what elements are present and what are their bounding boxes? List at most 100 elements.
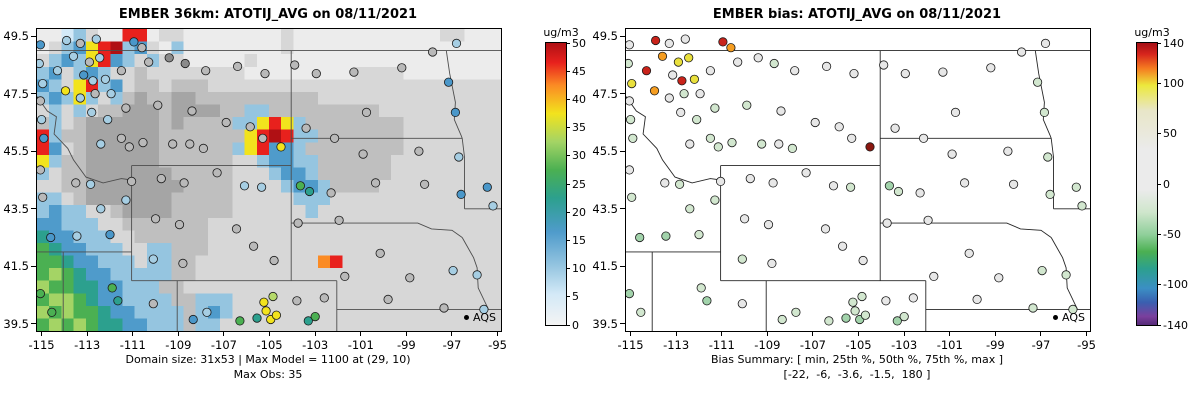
x-tick-mark bbox=[812, 331, 814, 336]
x-tick-label: -115 bbox=[617, 338, 644, 352]
colorbar-tick-label: 15 bbox=[572, 233, 586, 247]
y-tick-mark bbox=[620, 208, 625, 210]
x-tick-mark bbox=[630, 331, 632, 336]
y-tick-label: 49.5 bbox=[3, 29, 29, 44]
colorbar-tick-label: -140 bbox=[1163, 318, 1188, 332]
colorbar-tick-label: 25 bbox=[572, 177, 586, 191]
x-tick-mark bbox=[314, 331, 316, 336]
y-tick-mark bbox=[31, 323, 36, 325]
y-tick-mark bbox=[31, 35, 36, 37]
colorbar-tick-label: 20 bbox=[572, 205, 586, 219]
colorbar-tick-label: 30 bbox=[572, 149, 586, 163]
bias-map-plot-area: AQS -115 -113 -111 -109 -107 -105 -103 -101 -99 -… bbox=[592, 28, 1096, 352]
colorbar-tick-mark bbox=[566, 98, 570, 100]
x-tick-mark bbox=[949, 331, 951, 336]
aqs-legend-dot-icon bbox=[464, 315, 470, 320]
model-colorbar-unit-label: ug/m3 bbox=[543, 26, 579, 39]
x-tick-mark bbox=[994, 331, 996, 336]
x-tick-mark bbox=[360, 331, 362, 336]
colorbar-tick-label: 50 bbox=[1163, 127, 1177, 141]
y-tick-label: 47.5 bbox=[3, 86, 29, 101]
colorbar-tick-mark bbox=[566, 211, 570, 213]
x-tick-label: -113 bbox=[74, 338, 101, 352]
colorbar-tick-mark bbox=[566, 183, 570, 185]
x-tick-label: -105 bbox=[845, 338, 872, 352]
colorbar-tick-label: 50 bbox=[572, 36, 586, 50]
x-tick-mark bbox=[721, 331, 723, 336]
colorbar-tick-mark bbox=[566, 268, 570, 270]
bias-colorbar: ug/m3 140 100 50 0 -50 -100 -140 bbox=[1134, 26, 1188, 332]
x-tick-label: -105 bbox=[256, 338, 283, 352]
aqs-legend-label: AQS bbox=[473, 311, 496, 324]
colorbar-tick-mark bbox=[1157, 233, 1161, 235]
colorbar-tick-mark bbox=[1157, 133, 1161, 135]
y-tick-mark bbox=[620, 323, 625, 325]
x-tick-mark bbox=[223, 331, 225, 336]
y-tick-mark bbox=[31, 208, 36, 210]
colorbar-tick-label: 45 bbox=[572, 64, 586, 78]
aqs-legend: AQS bbox=[464, 311, 496, 324]
colorbar-tick-mark bbox=[566, 155, 570, 157]
x-tick-mark bbox=[132, 331, 134, 336]
x-tick-mark bbox=[451, 331, 453, 336]
x-tick-label: -95 bbox=[1077, 338, 1096, 352]
x-tick-mark bbox=[405, 331, 407, 336]
x-tick-mark bbox=[858, 331, 860, 336]
caption-domain-size: Domain size: 31x53 | Max Model = 1100 at… bbox=[125, 353, 411, 366]
y-tick-label: 39.5 bbox=[3, 316, 29, 331]
colorbar-tick-label: -50 bbox=[1163, 227, 1181, 241]
model-colorbar: ug/m3 50 45 40 35 30 25 20 15 10 5 0 bbox=[543, 26, 586, 332]
bias-map-svg bbox=[626, 34, 1090, 331]
y-tick-mark bbox=[31, 93, 36, 95]
x-tick-mark bbox=[497, 331, 499, 336]
x-tick-label: -103 bbox=[891, 338, 918, 352]
colorbar-tick-mark bbox=[1157, 82, 1161, 84]
y-tick-mark bbox=[620, 35, 625, 37]
x-tick-label: -111 bbox=[119, 338, 146, 352]
x-tick-mark bbox=[903, 331, 905, 336]
x-tick-mark bbox=[86, 331, 88, 336]
colorbar-tick-mark bbox=[1157, 42, 1161, 44]
colorbar-tick-label: -100 bbox=[1163, 278, 1188, 292]
x-tick-mark bbox=[1040, 331, 1042, 336]
colorbar-tick-label: 140 bbox=[1163, 36, 1184, 50]
colorbar-tick-mark bbox=[566, 296, 570, 298]
colorbar-tick-mark bbox=[1157, 284, 1161, 286]
colorbar-tick-label: 35 bbox=[572, 121, 586, 135]
model-panel-title: EMBER 36km: ATOTIJ_AVG on 08/11/2021 bbox=[118, 7, 418, 22]
x-tick-label: -111 bbox=[708, 338, 735, 352]
x-tick-mark bbox=[41, 331, 43, 336]
x-tick-label: -101 bbox=[936, 338, 963, 352]
colorbar-tick-mark bbox=[1157, 183, 1161, 185]
caption-bias-summary-values: [-22, -6, -3.6, -1.5, 180 ] bbox=[783, 368, 931, 381]
y-tick-label: 47.5 bbox=[592, 86, 618, 101]
colorbar-tick-mark bbox=[566, 70, 570, 72]
y-tick-label: 41.5 bbox=[3, 259, 29, 274]
x-tick-mark bbox=[1086, 331, 1088, 336]
y-tick-mark bbox=[620, 265, 625, 267]
y-tick-label: 43.5 bbox=[3, 201, 29, 216]
y-tick-label: 43.5 bbox=[592, 201, 618, 216]
y-tick-mark bbox=[31, 265, 36, 267]
x-tick-label: -107 bbox=[799, 338, 826, 352]
colorbar-tick-label: 5 bbox=[572, 290, 579, 304]
x-tick-mark bbox=[269, 331, 271, 336]
model-map-panel: EMBER 36km: ATOTIJ_AVG on 08/11/2021 AQS… bbox=[3, 7, 586, 381]
y-tick-label: 41.5 bbox=[592, 259, 618, 274]
colorbar-tick-mark bbox=[566, 239, 570, 241]
y-tick-label: 49.5 bbox=[592, 29, 618, 44]
x-tick-label: -103 bbox=[302, 338, 329, 352]
colorbar-tick-mark bbox=[566, 42, 570, 44]
x-tick-label: -107 bbox=[210, 338, 237, 352]
x-tick-label: -113 bbox=[663, 338, 690, 352]
y-tick-mark bbox=[31, 150, 36, 152]
colorbar-tick-label: 0 bbox=[572, 318, 579, 332]
x-tick-mark bbox=[675, 331, 677, 336]
x-tick-label: -97 bbox=[442, 338, 462, 352]
y-tick-mark bbox=[620, 150, 625, 152]
aqs-legend-label: AQS bbox=[1062, 311, 1085, 324]
aqs-legend: AQS bbox=[1053, 311, 1085, 324]
bias-colorbar-unit-label: ug/m3 bbox=[1134, 26, 1170, 39]
caption-max-obs: Max Obs: 35 bbox=[233, 368, 303, 381]
x-tick-label: -109 bbox=[165, 338, 192, 352]
